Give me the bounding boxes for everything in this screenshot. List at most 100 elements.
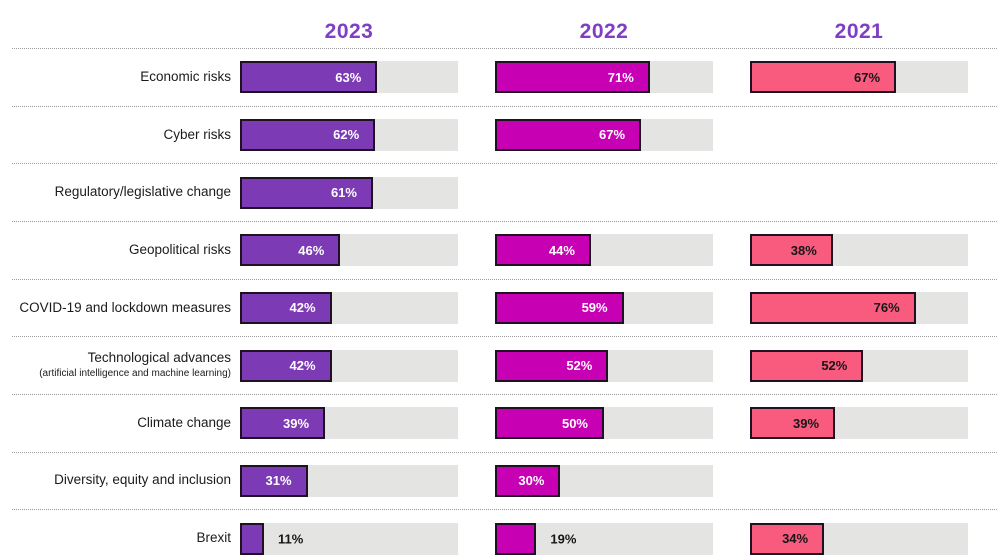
bar-track: 44% [495,234,713,267]
year-header-2022: 2022 [579,20,629,43]
bar-track: 39% [750,407,968,440]
year-header-2023: 2023 [324,20,374,43]
category-label-cell: Technological advances (artificial intel… [12,350,240,380]
category-row: Regulatory/legislative change 61% [12,163,997,221]
bar-fill: 42% [240,291,332,324]
bar-cell-2021 [750,119,997,151]
category-row: Technological advances (artificial intel… [12,336,997,394]
bar-track: 34% [750,522,968,555]
category-label-cell: Regulatory/legislative change [12,184,240,201]
bar-fill: 52% [750,349,864,382]
category-label-cell: Climate change [12,415,240,432]
bar-cell-2023: 61% [240,176,495,209]
bar-cell-2021: 67% [750,61,997,94]
category-label: Diversity, equity and inclusion [54,472,231,488]
category-row: Cyber risks 62% 67% [12,105,997,164]
category-label: Regulatory/legislative change [54,184,231,200]
bar-value: 39% [792,415,820,431]
bar-fill: 61% [240,176,373,209]
bar-track: 52% [750,349,968,382]
category-row: Brexit 11% 19% 34% [12,509,997,558]
category-label-cell: Cyber risks [12,127,240,144]
year-header-2021: 2021 [834,20,884,43]
bar-value: 61% [330,185,357,201]
bar-value: 39% [282,415,310,431]
bar-track: 42% [240,291,458,324]
bar-cell-2023: 31% [240,464,495,497]
bar-value: 31% [265,473,292,489]
bar-value: 42% [289,358,316,374]
category-label: Geopolitical risks [128,241,231,257]
bar-track: 39% [240,407,458,440]
bar-cell-2022: 59% [495,291,750,324]
bar-cell-2021: 38% [750,234,997,267]
bar-fill: 67% [495,118,642,151]
bar-track: 61% [240,176,458,209]
bar-track: 50% [495,407,713,440]
bar-value: 46% [298,242,325,258]
bar-value: 44% [548,242,575,258]
bar-track: 38% [750,234,968,267]
category-label: Cyber risks [163,126,231,142]
category-row: COVID-19 and lockdown measures 42% 59% 76% [12,278,997,337]
bar-value: 52% [566,358,593,374]
category-label: Economic risks [140,68,231,84]
bar-cell-2021: 39% [750,407,997,440]
category-row: Climate change 39% 50% 39% [12,393,997,452]
category-label-cell: Geopolitical risks [12,242,240,259]
bar-fill: 67% [750,61,897,94]
bar-value: 76% [873,300,900,316]
bar-fill: 42% [240,349,332,382]
bar-value: 42% [289,300,316,316]
bar-cell-2022: 50% [495,407,750,440]
bar-value: 34% [782,531,809,547]
bar-value: 63% [335,69,362,85]
bar-cell-2021 [750,177,997,209]
bar-cell-2022: 30% [495,464,750,497]
category-label-cell: Diversity, equity and inclusion [12,472,240,489]
bar-track: 67% [495,118,713,151]
category-label-cell: Economic risks [12,69,240,86]
category-row: Diversity, equity and inclusion 31% 30% [12,451,997,510]
bar-cell-2022 [495,177,750,209]
category-label: Climate change [137,414,231,430]
category-label-cell: Brexit [12,530,240,547]
bar-track: 46% [240,234,458,267]
bar-cell-2021 [750,465,997,497]
bar-cell-2021: 34% [750,522,997,555]
bar-track: 71% [495,61,713,94]
bar-track: 76% [750,291,968,324]
category-sublabel: (artificial intelligence and machine lea… [39,368,231,380]
bar-fill: 46% [240,234,341,267]
category-row: Economic risks 63% 71% 67% [12,48,997,106]
bar-cell-2023: 46% [240,234,495,267]
bar-fill [240,522,264,555]
category-rows: Economic risks 63% 71% 67% Cyber risks 62%… [12,48,997,558]
bar-fill: 76% [750,291,916,324]
bar-fill: 71% [495,61,650,94]
bar-track: 11% [240,522,458,555]
bar-cell-2022: 52% [495,349,750,382]
bar-fill [495,522,537,555]
bar-fill: 31% [240,464,308,497]
category-label: Technological advances [87,350,231,366]
bar-fill: 59% [495,291,624,324]
category-row: Geopolitical risks 46% 44% 38% [12,220,997,279]
bar-track: 30% [495,464,713,497]
bar-value: 59% [581,300,608,316]
year-header-col-2023: 2023 [240,20,495,48]
bar-value: 19% [550,531,577,547]
bar-track: 63% [240,61,458,94]
bar-value: 67% [854,69,881,85]
bar-cell-2023: 42% [240,291,495,324]
bar-fill: 50% [495,407,604,440]
category-label: COVID-19 and lockdown measures [19,299,231,315]
bar-cell-2023: 11% [240,522,495,555]
bar-cell-2022: 19% [495,522,750,555]
bar-value: 71% [607,69,634,85]
bar-value: 50% [561,415,588,431]
bar-fill: 44% [495,234,591,267]
bar-fill: 52% [495,349,609,382]
bar-value: 62% [333,127,360,143]
